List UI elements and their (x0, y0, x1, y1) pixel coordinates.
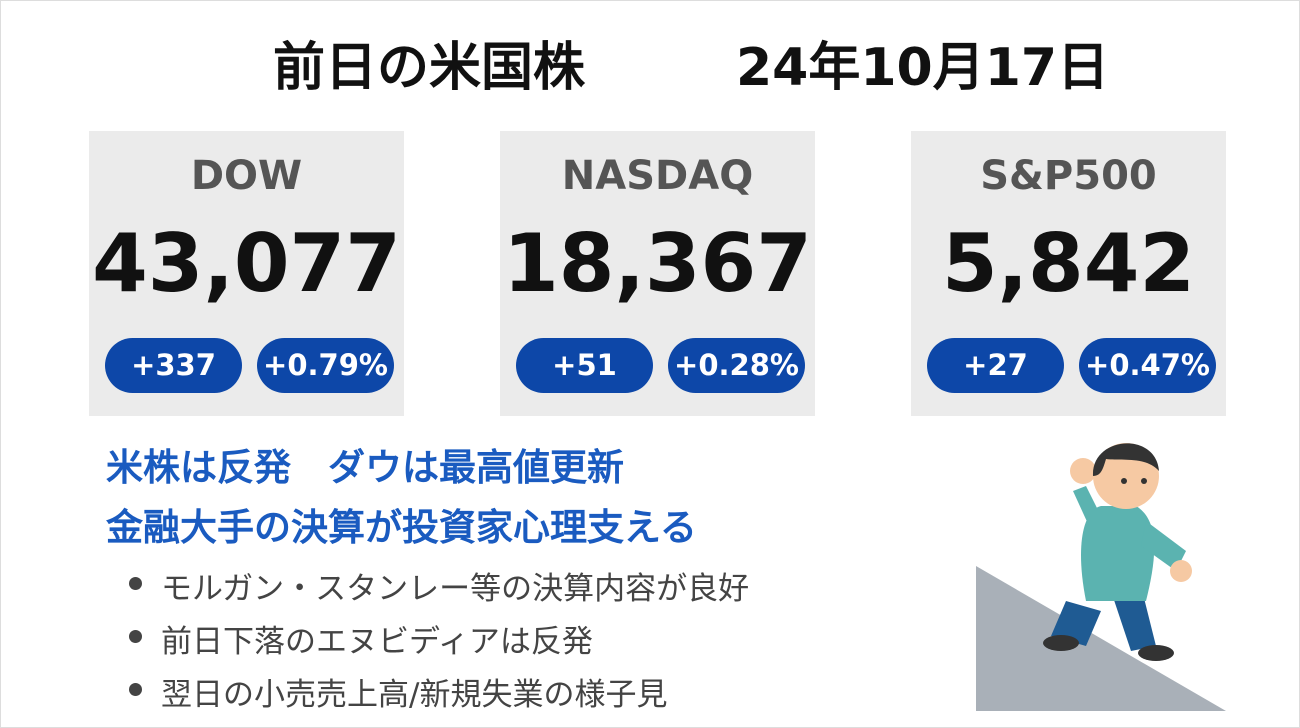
index-card: NASDAQ 18,367 +51 +0.28% (500, 131, 815, 416)
index-name: DOW (190, 153, 303, 199)
change-badge: +27 (927, 338, 1064, 393)
index-card: S&P500 5,842 +27 +0.47% (911, 131, 1226, 416)
index-value: 18,367 (503, 217, 812, 310)
bullet-dot (129, 577, 142, 590)
change-pct-badge: +0.47% (1079, 338, 1216, 393)
change-badge: +337 (105, 338, 242, 393)
bullet-text: 前日下落のエヌビディアは反発 (161, 624, 593, 660)
title: 前日の米国株 (273, 38, 586, 98)
bullet-dot (129, 683, 142, 696)
index-name: S&P500 (980, 153, 1157, 199)
bullet-dot (129, 630, 142, 643)
date: 24年10月17日 (736, 38, 1110, 98)
change-pct-badge: +0.28% (668, 338, 805, 393)
index-card: DOW 43,077 +337 +0.79% (89, 131, 404, 416)
index-value: 5,842 (941, 217, 1196, 310)
change-badge: +51 (516, 338, 653, 393)
index-name: NASDAQ (561, 153, 754, 199)
illustration (976, 443, 1226, 711)
bullet-text: モルガン・スタンレー等の決算内容が良好 (161, 571, 750, 607)
change-pct-badge: +0.79% (257, 338, 394, 393)
bullet-text: 翌日の小売売上高/新規失業の様子見 (161, 677, 668, 713)
headline: 米株は反発 ダウは最高値更新 (106, 446, 624, 489)
headline: 金融大手の決算が投資家心理支える (106, 506, 697, 549)
index-value: 43,077 (92, 217, 401, 310)
